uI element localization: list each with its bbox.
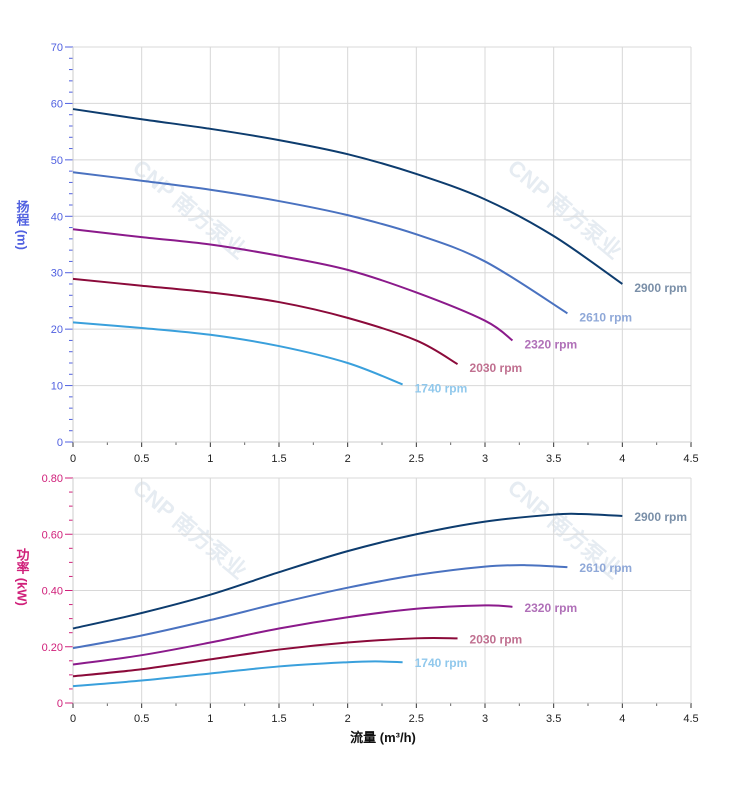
x-axis-label: 流量 (m³/h) <box>350 730 416 745</box>
x-tick-label: 4.5 <box>683 713 698 725</box>
y-tick-label: 0.80 <box>42 473 63 485</box>
x-tick-label: 0.5 <box>134 713 149 725</box>
series-label: 2320 rpm <box>524 337 577 351</box>
series-label: 2900 rpm <box>634 281 687 295</box>
y-tick-label: 0.20 <box>42 642 63 654</box>
x-tick-label: 2 <box>345 713 351 725</box>
series-label: 2320 rpm <box>524 601 577 615</box>
series-line-2610-rpm <box>72 171 568 315</box>
series-line-2030-rpm <box>72 637 458 678</box>
y-tick-label: 0 <box>57 437 63 449</box>
x-tick-label: 3 <box>482 453 488 465</box>
y-tick-label: 70 <box>51 42 63 54</box>
series-label: 2030 rpm <box>470 632 523 646</box>
y-tick-label: 60 <box>51 98 63 110</box>
series-line-2320-rpm <box>72 228 514 342</box>
y-tick-label: 0 <box>57 698 63 710</box>
series-line-2320-rpm <box>72 604 513 666</box>
x-tick-label: 3.5 <box>546 713 561 725</box>
y-tick-label: 40 <box>51 211 63 223</box>
series-line-1740-rpm <box>72 321 403 386</box>
x-tick-label: 1.5 <box>271 453 286 465</box>
y-tick-label: 30 <box>51 268 63 280</box>
y-tick-label: 0.40 <box>42 586 63 598</box>
x-tick-label: 1.5 <box>271 713 286 725</box>
series-label: 2610 rpm <box>579 561 632 575</box>
x-tick-label: 1 <box>207 713 213 725</box>
series-line-2900-rpm <box>72 108 623 285</box>
series-label: 2900 rpm <box>634 510 687 524</box>
y-axis-label: 功率 (kW) <box>15 548 30 606</box>
series-line-1740-rpm <box>72 660 403 688</box>
series-label: 1740 rpm <box>415 656 468 670</box>
x-tick-label: 4.5 <box>683 453 698 465</box>
x-tick-label: 2.5 <box>409 713 424 725</box>
x-tick-label: 2 <box>345 453 351 465</box>
series-line-2900-rpm <box>72 512 623 630</box>
x-tick-label: 2.5 <box>409 453 424 465</box>
x-tick-label: 1 <box>207 453 213 465</box>
y-tick-label: 50 <box>51 155 63 167</box>
x-tick-label: 0 <box>70 713 76 725</box>
x-tick-label: 0 <box>70 453 76 465</box>
x-tick-label: 3 <box>482 713 488 725</box>
series-line-2610-rpm <box>72 564 568 650</box>
x-tick-label: 3.5 <box>546 453 561 465</box>
y-tick-label: 0.60 <box>42 529 63 541</box>
watermark-logo: CNP 南方泵业 <box>128 475 251 584</box>
series-label: 1740 rpm <box>415 381 468 395</box>
x-tick-label: 0.5 <box>134 453 149 465</box>
watermark-logo: CNP 南方泵业 <box>503 155 626 264</box>
series-line-2030-rpm <box>72 277 459 365</box>
y-tick-label: 10 <box>51 381 63 393</box>
series-label: 2030 rpm <box>470 361 523 375</box>
y-axis-label: 扬程 (m) <box>15 200 30 250</box>
y-tick-label: 20 <box>51 324 63 336</box>
x-tick-label: 4 <box>619 713 625 725</box>
x-tick-label: 4 <box>619 453 625 465</box>
series-label: 2610 rpm <box>579 310 632 324</box>
